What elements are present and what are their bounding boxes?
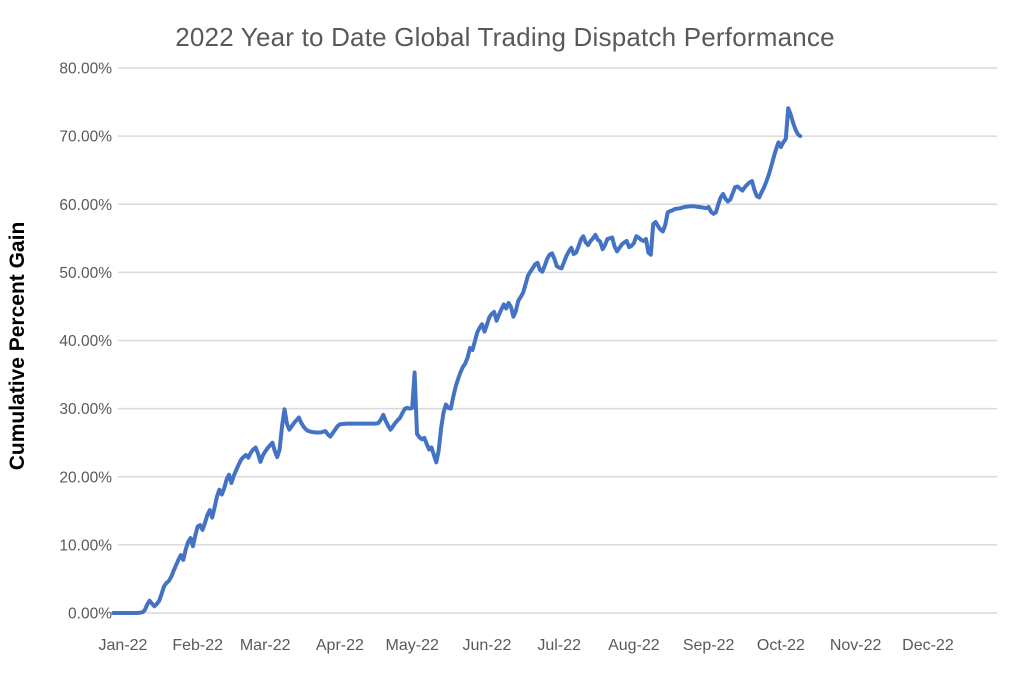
chart-title: 2022 Year to Date Global Trading Dispatc… [175,22,835,52]
x-tick-label: Nov-22 [830,637,882,654]
y-tick-label: 40.00% [59,333,112,350]
y-tick-label: 70.00% [59,129,112,146]
x-tick-label: Jun-22 [462,637,511,654]
x-tick-label: Aug-22 [608,637,660,654]
x-tick-label: Dec-22 [902,637,954,654]
y-tick-label: 50.00% [59,265,112,282]
x-tick-label: May-22 [386,637,439,654]
y-tick-label: 30.00% [59,401,112,418]
y-tick-label: 60.00% [59,197,112,214]
x-tick-label: Oct-22 [757,637,805,654]
y-tick-label: 20.00% [59,469,112,486]
x-tick-label: Jan-22 [99,637,148,654]
performance-line [111,106,803,615]
x-tick-label: Jul-22 [537,637,581,654]
x-tick-label: Sep-22 [683,637,735,654]
x-tick-label: Mar-22 [240,637,291,654]
x-tick-label: Feb-22 [172,637,223,654]
y-tick-label: 0.00% [68,606,112,623]
y-tick-label: 80.00% [59,61,112,78]
y-tick-label: 10.00% [59,537,112,554]
x-tick-label: Apr-22 [316,637,364,654]
